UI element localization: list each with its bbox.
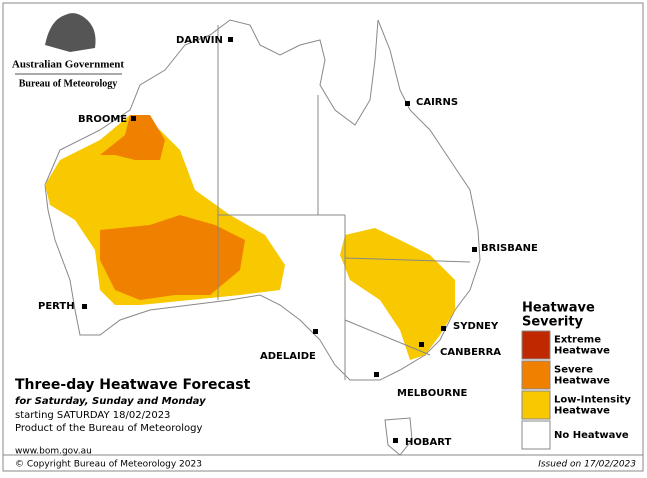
legend: HeatwaveSeverityExtremeHeatwaveSevereHea… bbox=[521, 301, 631, 450]
legend-swatch bbox=[521, 330, 551, 360]
starting: starting SATURDAY 18/02/2023 bbox=[15, 410, 170, 421]
tasmania bbox=[384, 417, 413, 456]
product: Product of the Bureau of Meteorology bbox=[15, 423, 202, 434]
government: Australian Government bbox=[12, 59, 124, 71]
city-label: HOBART bbox=[405, 437, 451, 448]
title: Three-day Heatwave Forecast bbox=[15, 377, 251, 393]
city-label: SYDNEY bbox=[453, 321, 499, 332]
legend-label: Heatwave bbox=[554, 376, 610, 387]
copyright: © Copyright Bureau of Meteorology 2023 bbox=[15, 460, 202, 470]
city-label: BROOME bbox=[78, 114, 127, 125]
severe-broome bbox=[100, 115, 165, 160]
legend-label: Heatwave bbox=[554, 406, 610, 417]
website: www.bom.gov.au bbox=[15, 447, 92, 457]
bureau: Bureau of Meteorology bbox=[19, 78, 118, 89]
legend-label: No Heatwave bbox=[554, 430, 629, 441]
legend-title: Severity bbox=[522, 315, 584, 330]
logo: Australian Government Bureau of Meteorol… bbox=[12, 13, 124, 89]
city-markers bbox=[82, 37, 477, 443]
city-label: CANBERRA bbox=[440, 347, 501, 358]
city-label: CAIRNS bbox=[416, 97, 458, 108]
legend-title: Heatwave bbox=[522, 301, 595, 316]
legend-label: Heatwave bbox=[554, 346, 610, 357]
city-label: DARWIN bbox=[176, 35, 223, 46]
legend-swatch bbox=[521, 390, 551, 420]
legend-label: Extreme bbox=[554, 335, 601, 346]
city-label: PERTH bbox=[38, 301, 75, 312]
legend-label: Severe bbox=[554, 365, 593, 376]
issued: Issued on 17/02/2023 bbox=[538, 460, 636, 470]
severe-west bbox=[100, 215, 245, 300]
legend-swatch bbox=[521, 360, 551, 390]
state-borders bbox=[217, 25, 471, 380]
city-label: ADELAIDE bbox=[260, 351, 316, 362]
city-label: MELBOURNE bbox=[397, 388, 467, 399]
legend-label: Low-Intensity bbox=[554, 395, 631, 406]
subtitle: for Saturday, Sunday and Monday bbox=[15, 396, 206, 407]
legend-swatch bbox=[521, 420, 551, 450]
city-label: BRISBANE bbox=[481, 243, 538, 254]
